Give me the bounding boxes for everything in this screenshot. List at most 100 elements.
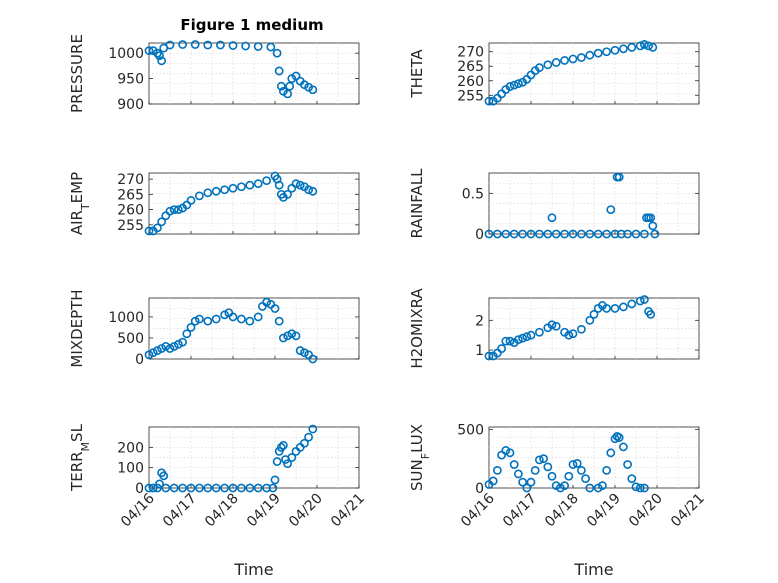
data-point (623, 460, 632, 469)
data-point (484, 351, 494, 361)
y-tick-label: 260 (457, 74, 484, 90)
y-tick-label: 260 (117, 203, 144, 219)
data-point (585, 315, 595, 325)
y-tick-label: 500 (117, 331, 144, 347)
x-tick-label: 04/17 (500, 491, 540, 531)
y-axis-label: H2OMIXRA (408, 288, 426, 369)
data-point (283, 189, 292, 199)
data-point (220, 185, 229, 195)
data-point (165, 40, 175, 50)
data-point (194, 314, 204, 324)
data-point (509, 80, 519, 90)
x-tick-label: 04/18 (542, 491, 582, 531)
data-point (547, 471, 557, 481)
y-tick-label: 0 (475, 481, 484, 497)
data-point (186, 196, 196, 205)
data-point (182, 329, 192, 339)
data-point (646, 213, 656, 223)
data-point (236, 182, 246, 192)
subplot-h2omixra: 1 2 H2OMIXRA (408, 288, 700, 369)
x-tick-label: 04/20 (286, 491, 326, 531)
data-point (241, 41, 250, 51)
data-point (602, 304, 611, 313)
data-point (190, 40, 200, 49)
y-tick-label: 1 (475, 343, 484, 359)
data-point (169, 483, 179, 493)
data-point (526, 477, 536, 487)
data-point (497, 344, 506, 353)
data-point (283, 331, 292, 341)
data-point (589, 309, 599, 319)
data-point (535, 455, 544, 465)
y-tick-label: 0 (135, 352, 144, 368)
y-tick-label: 255 (457, 88, 484, 104)
data-point (186, 483, 196, 493)
data-point (518, 229, 527, 239)
data-point (543, 60, 553, 70)
data-point (488, 476, 498, 486)
data-point (291, 179, 301, 189)
y-tick-label: 265 (117, 187, 144, 203)
data-point (568, 460, 578, 469)
data-point (228, 41, 238, 50)
data-point (287, 453, 297, 462)
data-point (155, 479, 164, 489)
data-point (492, 229, 502, 239)
data-point (159, 471, 169, 481)
data-point (646, 309, 656, 319)
data-point (543, 462, 553, 472)
data-point (492, 466, 502, 475)
data-point (272, 457, 282, 466)
data-point (253, 42, 263, 51)
data-point (610, 45, 620, 55)
data-point (619, 44, 628, 54)
x-tick-label: 04/20 (626, 491, 666, 531)
data-point (602, 466, 611, 475)
data-point (283, 459, 292, 468)
data-point (631, 229, 641, 239)
data-point (308, 85, 318, 95)
data-point (547, 320, 557, 330)
data-point (194, 191, 204, 201)
data-point (157, 217, 166, 227)
data-point (631, 482, 641, 492)
data-point (262, 176, 271, 186)
data-point (169, 205, 179, 214)
data-point (308, 186, 318, 196)
data-point (635, 296, 645, 306)
data-point (505, 336, 515, 346)
data-point (518, 333, 527, 343)
data-point (220, 483, 229, 493)
data-point (606, 205, 616, 214)
y-tick-label: 1000 (108, 46, 144, 62)
data-point (648, 42, 658, 52)
data-point (161, 341, 171, 351)
data-point (236, 314, 246, 324)
data-point (577, 53, 586, 62)
data-point (501, 229, 511, 239)
y-axis-label: THETA (408, 49, 426, 99)
data-point (505, 82, 515, 91)
y-tick-label: 0 (475, 227, 484, 243)
data-point (268, 483, 278, 493)
data-point (203, 483, 213, 493)
data-point (640, 40, 649, 49)
y-tick-label: 270 (457, 45, 484, 61)
x-tick-label: 04/21 (668, 491, 708, 531)
data-point (568, 229, 578, 239)
data-point (262, 483, 271, 493)
data-point (635, 41, 645, 51)
data-point (278, 333, 288, 343)
data-point (144, 483, 154, 493)
y-tick-label: 900 (117, 97, 144, 113)
data-point (287, 329, 297, 339)
data-point (236, 483, 246, 493)
data-point (614, 433, 624, 442)
data-point (203, 40, 213, 50)
data-point (568, 54, 578, 64)
x-tick-label: 04/21 (328, 491, 368, 531)
data-point (295, 180, 305, 190)
data-point (186, 323, 196, 332)
